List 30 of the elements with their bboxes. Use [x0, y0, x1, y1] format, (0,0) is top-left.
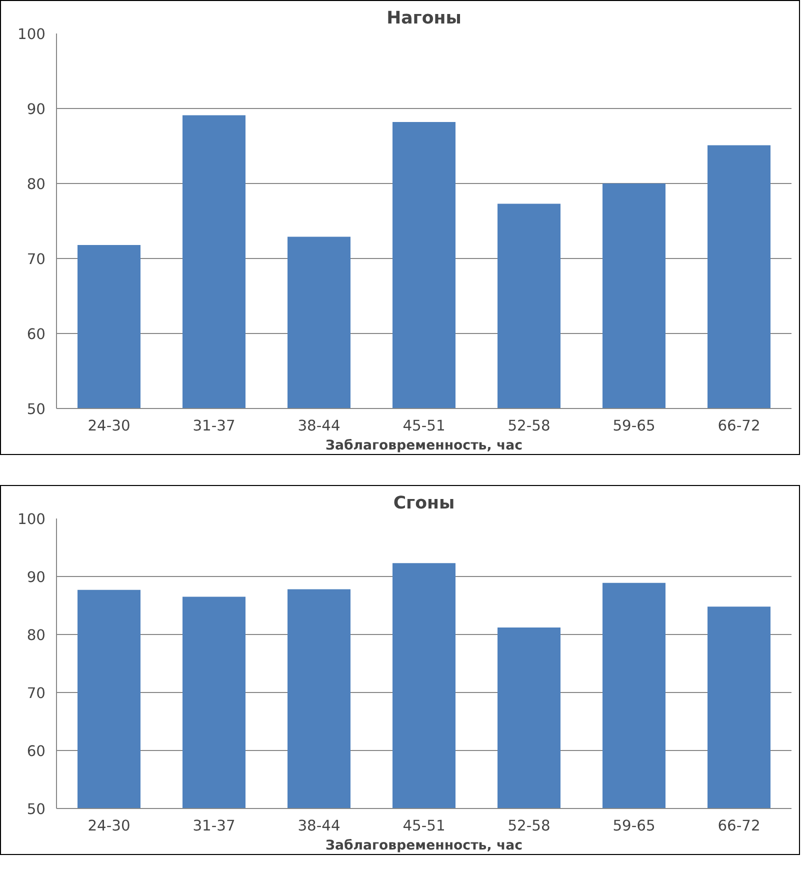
y-tick-label: 90	[26, 101, 46, 118]
x-tick-label: 31-37	[192, 418, 236, 434]
x-tick-label: 52-58	[508, 418, 550, 434]
y-tick-label: 50	[26, 401, 46, 418]
y-tick-label: 60	[26, 743, 46, 760]
x-axis-title: Заблаговременность, час	[326, 438, 523, 454]
x-tick-label: 66-72	[718, 818, 760, 834]
x-tick-label: 38-44	[298, 418, 340, 434]
x-tick-label: 24-30	[88, 418, 130, 434]
y-tick-label: 50	[26, 801, 46, 818]
x-tick-label: 66-72	[718, 418, 760, 434]
x-tick-label: 24-30	[88, 818, 130, 834]
x-tick-label: 52-58	[508, 818, 550, 834]
x-axis-title: Заблаговременность, час	[326, 838, 523, 854]
y-tick-label: 70	[26, 251, 46, 268]
y-tick-label: 70	[26, 685, 46, 702]
x-tick-label: 45-51	[402, 418, 446, 434]
x-tick-label: 45-51	[402, 818, 446, 834]
x-tick-label: 59-65	[612, 418, 656, 434]
y-tick-label: 80	[26, 176, 46, 193]
y-tick-label: 100	[18, 511, 46, 528]
y-tick-label: 80	[26, 627, 46, 644]
chart-title: Нагоны	[386, 8, 462, 28]
x-tick-label: 59-65	[612, 818, 656, 834]
x-tick-label: 38-44	[298, 818, 340, 834]
y-tick-label: 60	[26, 326, 46, 343]
x-tick-label: 31-37	[192, 818, 236, 834]
chart-title: Сгоны	[393, 494, 455, 514]
y-tick-label: 90	[26, 569, 46, 586]
y-tick-label: 100	[18, 26, 46, 43]
